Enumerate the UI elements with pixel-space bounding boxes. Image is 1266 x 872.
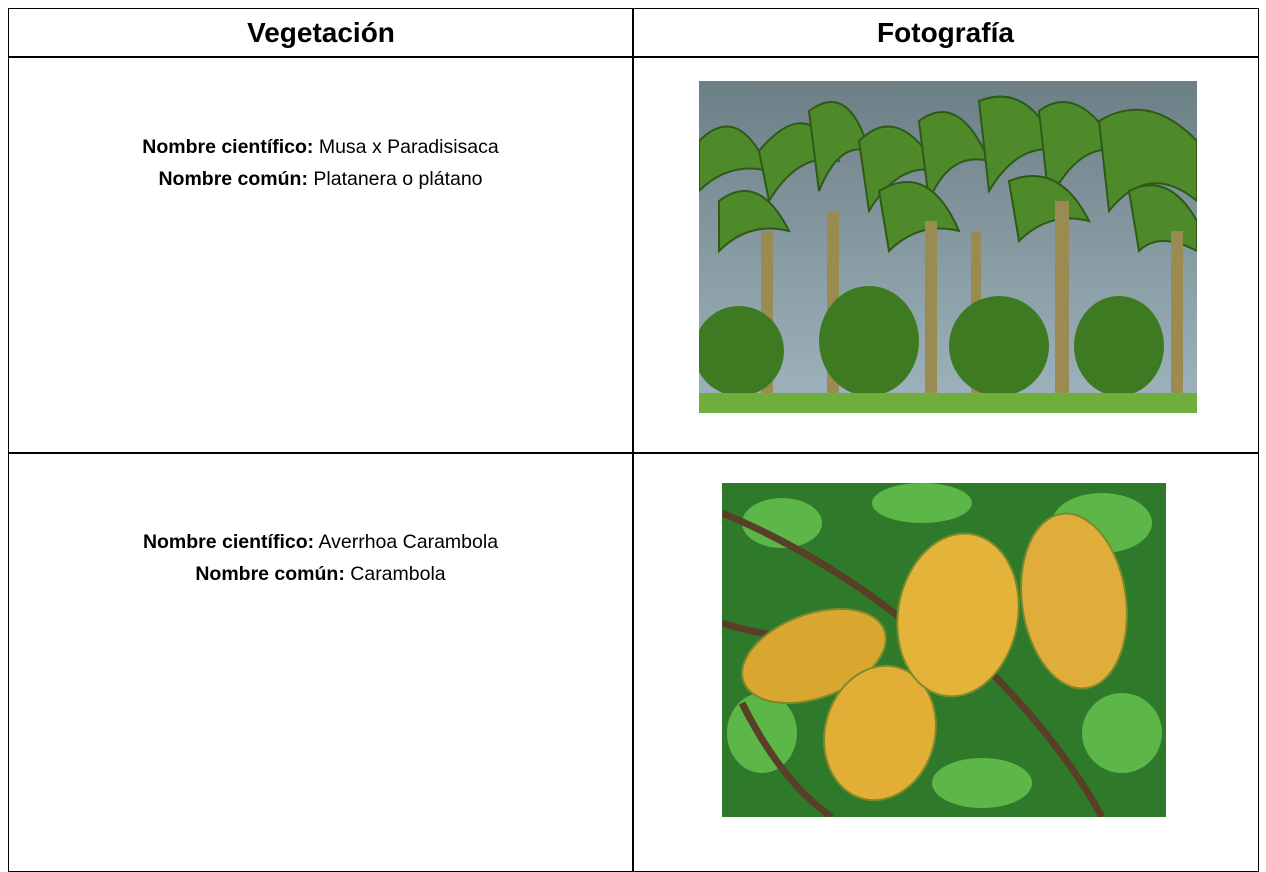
info-line: Nombre científico: Averrhoa Carambola (8, 526, 633, 558)
label: Nombre científico: (142, 136, 314, 158)
value: Averrhoa Carambola (318, 531, 499, 553)
header-cell: Vegetación (8, 8, 634, 58)
label: Nombre científico: (142, 531, 315, 553)
carambola-photo (722, 483, 1166, 817)
table-cell (8, 56, 634, 454)
value: Carambola (350, 563, 446, 585)
info-line: Nombre científico: Musa x Paradisisaca (8, 131, 633, 163)
document: Vegetación Fotografía Nombre científico:… (8, 8, 1259, 872)
header-cell: Fotografía (632, 8, 1259, 58)
header-text: Vegetación (247, 17, 395, 48)
info-line: Nombre común: Platanera o plátano (8, 163, 633, 195)
banana-photo (699, 81, 1197, 413)
value: Platanera o plátano (313, 168, 483, 190)
plant-info: Nombre científico: Musa x Paradisisaca N… (8, 131, 633, 195)
label: Nombre común: (158, 168, 308, 190)
table-cell (632, 56, 1259, 454)
table-cell (8, 452, 634, 872)
value: Musa x Paradisisaca (318, 136, 499, 158)
info-line: Nombre común: Carambola (8, 558, 633, 590)
label: Nombre común: (195, 563, 345, 585)
header-text: Fotografía (877, 17, 1014, 48)
plant-info: Nombre científico: Averrhoa Carambola No… (8, 526, 633, 590)
page: Vegetación {"table": { "header": ["Veget… (8, 8, 1259, 872)
